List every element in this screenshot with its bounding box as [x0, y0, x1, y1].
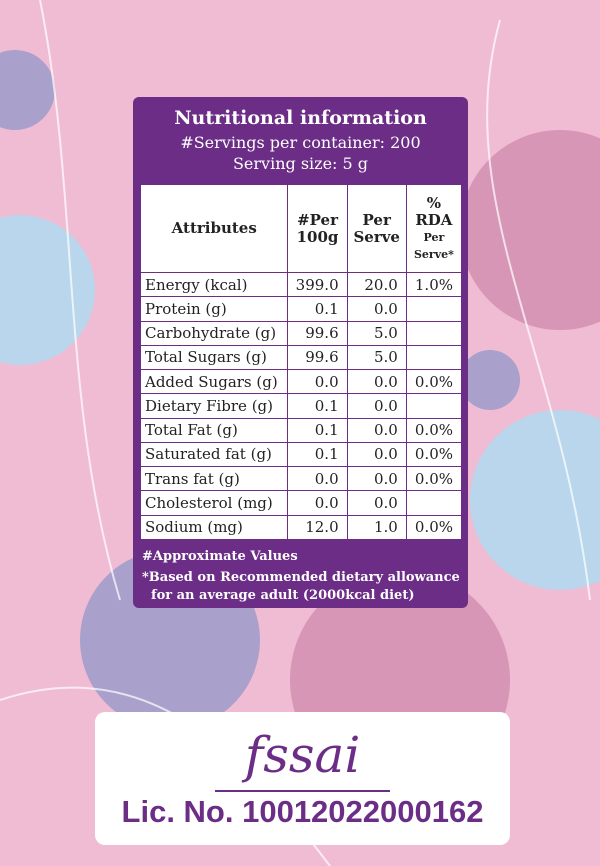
logo-underline [215, 790, 390, 792]
value-cell: 0.0 [346, 417, 407, 443]
value-cell: 0.0% [405, 417, 463, 443]
value-cell [405, 344, 463, 371]
license-number: Lic. No. 10012022000162 [121, 794, 484, 829]
value-cell: 5.0 [346, 320, 407, 346]
value-cell: 99.6 [287, 344, 348, 371]
value-cell: 0.0% [405, 369, 463, 395]
value-cell: 0.1 [287, 417, 348, 443]
value-cell: 0.0 [287, 466, 348, 492]
note: *Based on Recommended dietary allowance [142, 570, 460, 585]
attribute-cell: Added Sugars (g) [139, 369, 289, 395]
attribute-cell: Cholesterol (mg) [139, 490, 289, 516]
table-row: Added Sugars (g) 0.0 0.0 0.0% [139, 369, 463, 395]
table-row: Protein (g) 0.1 0.0 [139, 296, 463, 322]
value-cell: 0.1 [287, 296, 348, 322]
value-cell: 0.0% [405, 514, 463, 541]
value-cell: 1.0% [405, 272, 463, 298]
attribute-cell: Energy (kcal) [139, 272, 289, 298]
value-cell: 0.0 [346, 466, 407, 492]
license-box: fssai Lic. No. 10012022000162 [95, 712, 510, 845]
header-cell: Per Serve [346, 183, 407, 274]
table-row: Dietary Fibre (g) 0.1 0.0 [139, 393, 463, 419]
value-cell: 0.0% [405, 466, 463, 492]
value-cell: 0.0 [287, 490, 348, 516]
serving-size: Serving size: 5 g [232, 154, 369, 173]
panel-title: Nutritional information [174, 107, 427, 129]
value-cell: 99.6 [287, 320, 348, 346]
nutrition-table: Attributes #Per 100g Per Serve % RDA Per … [139, 183, 463, 541]
attribute-cell: Dietary Fibre (g) [139, 393, 289, 419]
value-cell: 5.0 [346, 344, 407, 371]
value-cell: 0.0 [346, 296, 407, 322]
value-cell: 0.0 [287, 369, 348, 395]
value-cell: 0.0 [346, 490, 407, 516]
value-cell: 1.0 [346, 514, 407, 541]
value-cell: 0.0 [346, 369, 407, 395]
value-cell: 0.1 [287, 441, 348, 468]
value-cell: 0.1 [287, 393, 348, 419]
value-cell: 399.0 [287, 272, 348, 298]
value-cell: 0.0 [346, 441, 407, 468]
table-row: Trans fat (g) 0.0 0.0 0.0% [139, 466, 463, 492]
attribute-cell: Protein (g) [139, 296, 289, 322]
header-cell: % RDA Per Serve* [405, 183, 463, 274]
attribute-cell: Trans fat (g) [139, 466, 289, 492]
table-row: Total Fat (g) 0.1 0.0 0.0% [139, 417, 463, 443]
header-cell: #Per 100g [287, 183, 348, 274]
value-cell: 12.0 [287, 514, 348, 541]
value-cell [405, 320, 463, 346]
note: for an average adult (2000kcal diet) [151, 588, 415, 603]
attribute-cell: Carbohydrate (g) [139, 320, 289, 346]
nutrition-panel: Nutritional information #Servings per co… [133, 97, 468, 608]
servings: #Servings per container: 200 [180, 133, 421, 152]
attribute-cell: Total Sugars (g) [139, 344, 289, 371]
table-row: Saturated fat (g) 0.1 0.0 0.0% [139, 441, 463, 468]
value-cell: 0.0% [405, 441, 463, 468]
header-cell: Attributes [139, 183, 289, 274]
table-row: Total Sugars (g) 99.6 5.0 [139, 344, 463, 371]
header-text: % RDA [415, 193, 453, 229]
table-row: Carbohydrate (g) 99.6 5.0 [139, 320, 463, 346]
table-row: Sodium (mg) 12.0 1.0 0.0% [139, 514, 463, 541]
table-row: Cholesterol (mg) 0.0 0.0 [139, 490, 463, 516]
header-subtext: Per Serve* [413, 230, 454, 261]
attribute-cell: Saturated fat (g) [139, 441, 289, 468]
table-row: Energy (kcal) 399.0 20.0 1.0% [139, 272, 463, 298]
header-row: Attributes #Per 100g Per Serve % RDA Per … [139, 183, 463, 274]
note: #Approximate Values [142, 549, 298, 564]
attribute-cell: Sodium (mg) [139, 514, 289, 541]
value-cell: 20.0 [346, 272, 407, 298]
fssai-logo: fssai [244, 726, 361, 784]
value-cell [405, 393, 463, 419]
value-cell [405, 490, 463, 516]
value-cell: 0.0 [346, 393, 407, 419]
attribute-cell: Total Fat (g) [139, 417, 289, 443]
value-cell [405, 296, 463, 322]
